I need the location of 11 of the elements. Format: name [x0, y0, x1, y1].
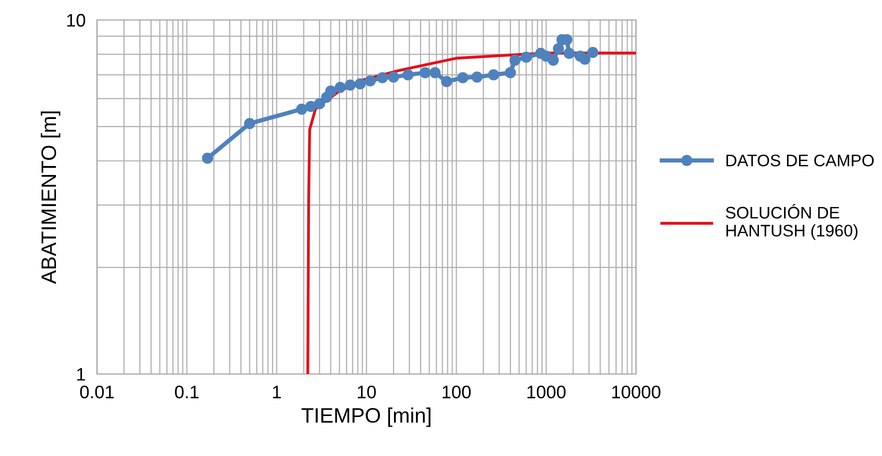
y-axis-title: ABATIMIENTO [m] [40, 111, 60, 284]
x-axis-title: TIEMPO [min] [302, 408, 430, 427]
x-tick-label: 0.1 [174, 386, 199, 398]
x-tick-label: 1000 [527, 386, 566, 398]
x-tick-label: 0.01 [80, 386, 114, 398]
legend-label: SOLUCIÓN DE HANTUSH (1960) [726, 204, 858, 240]
legend-label: DATOS DE CAMPO [726, 154, 874, 166]
x-tick-label: 100 [442, 386, 471, 398]
x-tick-label: 1 [273, 386, 281, 398]
x-tick-label: 10000 [612, 386, 660, 398]
x-tick-label: 10 [358, 386, 376, 398]
